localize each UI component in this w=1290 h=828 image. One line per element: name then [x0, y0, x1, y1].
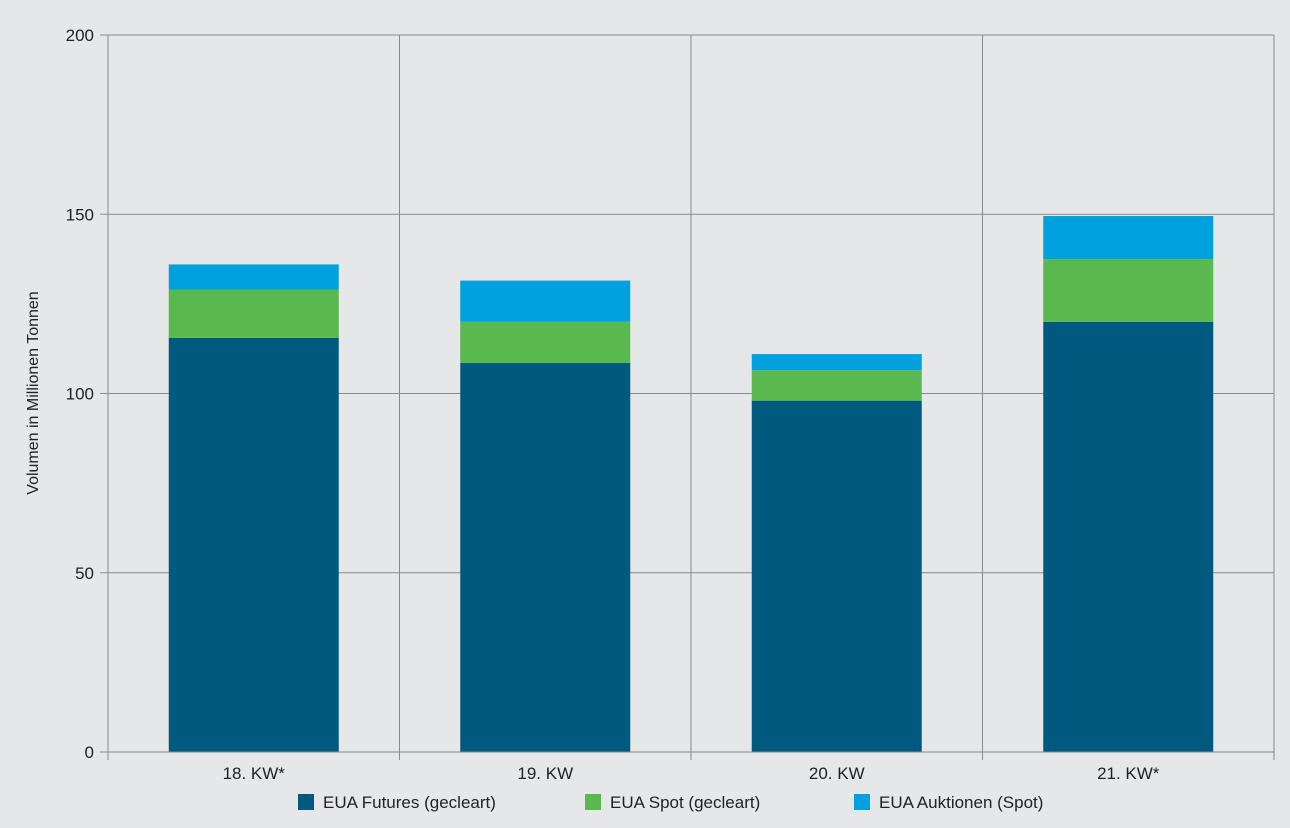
x-tick-label: 20. KW — [809, 764, 865, 783]
y-tick-label: 100 — [66, 385, 94, 404]
legend-swatch — [854, 794, 870, 810]
bar-segment — [751, 354, 922, 371]
legend: EUA Futures (gecleart) EUA Spot (gecleart… — [298, 793, 1043, 812]
axes: 0 50 100 150 200 18. KW* 19. KW 20. KW 21. KW* — [66, 26, 1275, 783]
bar-segment — [751, 370, 922, 401]
y-tick-label: 50 — [75, 564, 94, 583]
bar-segment — [460, 321, 631, 364]
y-tick-label: 0 — [85, 743, 94, 762]
x-tick-label: 18. KW* — [223, 764, 286, 783]
bar-segment — [1043, 321, 1214, 752]
bar-segment — [1043, 216, 1214, 260]
bar-segment — [751, 400, 922, 752]
legend-swatch — [585, 794, 601, 810]
x-tick-label: 19. KW — [517, 764, 573, 783]
legend-label: EUA Spot (gecleart) — [610, 793, 760, 812]
x-tick-label: 21. KW* — [1097, 764, 1160, 783]
y-axis-title: Volumen in Millionen Tonnen — [25, 291, 42, 494]
legend-label: EUA Auktionen (Spot) — [879, 793, 1043, 812]
bar-segment — [460, 280, 631, 322]
bar-segment — [168, 264, 339, 290]
y-tick-label: 200 — [66, 26, 94, 45]
bar-segment — [460, 363, 631, 752]
y-tick-label: 150 — [66, 205, 94, 224]
bar-segment — [1043, 259, 1214, 322]
bars — [168, 216, 1214, 752]
bar-segment — [168, 289, 339, 338]
legend-label: EUA Futures (gecleart) — [323, 793, 496, 812]
legend-swatch — [298, 794, 314, 810]
bar-segment — [168, 337, 339, 752]
